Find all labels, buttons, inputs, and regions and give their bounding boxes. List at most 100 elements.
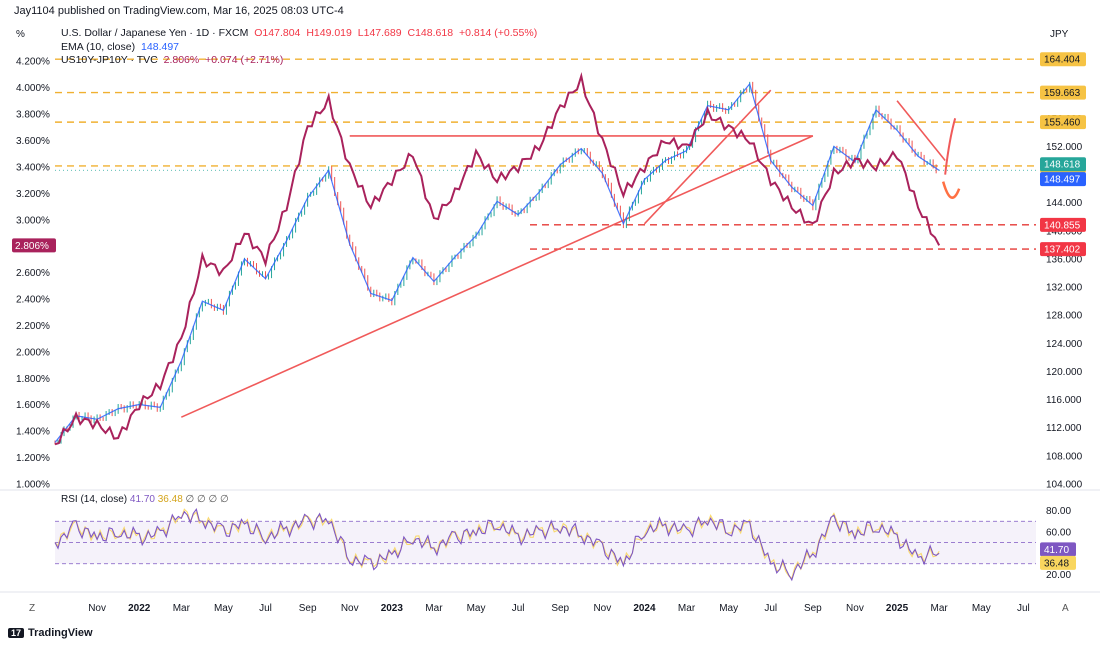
legend-low: L147.689	[357, 27, 402, 39]
percent-tick-label: 4.200%	[16, 57, 50, 68]
percent-tick-label: 2.200%	[16, 321, 50, 332]
percent-tick-label: 3.600%	[16, 136, 50, 147]
price-level-tag	[1040, 217, 1086, 232]
rsi-settings-icons[interactable]: ∅ ∅ ∅ ∅	[185, 494, 229, 505]
percent-tick-label: 1.000%	[16, 480, 50, 491]
right-price-axis[interactable]: 164.000160.000156.000152.000148.000144.0…	[1040, 52, 1086, 491]
publish-line: Jay1104 published on TradingView.com, Ma…	[14, 5, 344, 17]
price-level-tag	[1040, 52, 1086, 67]
right-axis-unit: JPY	[1050, 29, 1069, 40]
tradingview-brand: TradingView	[28, 627, 93, 639]
legend-close: C148.618	[407, 27, 454, 39]
legend-spread-value: 2.806%	[163, 54, 200, 66]
current-price-tag	[1040, 172, 1086, 187]
tradingview-logo: 17 TradingView	[8, 627, 93, 639]
time-tick-label: 2022	[128, 603, 151, 614]
percent-tick-label: 3.800%	[16, 110, 50, 121]
time-tick-label: Sep	[551, 603, 569, 614]
time-tick-label: Mar	[173, 603, 191, 614]
time-tick-label: Nov	[846, 603, 864, 614]
time-tick-label: 2024	[633, 603, 656, 614]
time-tick-label: Sep	[299, 603, 317, 614]
left-percent-axis[interactable]: 4.200% 4.000% 3.800% 3.600% 3.400% 3.200% 3.00…	[12, 57, 56, 491]
percent-tick-label: 2.400%	[16, 295, 50, 306]
time-tick-label: May	[719, 603, 738, 614]
time-tick-label: May	[972, 603, 991, 614]
time-tick-label: Nov	[88, 603, 106, 614]
percent-tick-label: 2.600%	[16, 268, 50, 279]
legend-main[interactable]: U.S. Dollar / Japanese Yen · 1D · FXCM O…	[61, 27, 540, 39]
time-tick-label: Nov	[341, 603, 359, 614]
time-tick-label: Mar	[425, 603, 443, 614]
legend-ema[interactable]: EMA (10, close) 148.497	[61, 41, 182, 53]
price-tick-label: 104.000	[1046, 480, 1083, 491]
price-tick-label: 120.000	[1046, 367, 1083, 378]
time-tick-label: Sep	[804, 603, 822, 614]
rsi-tick-label: 20.00	[1046, 570, 1071, 581]
spread-value-tag	[12, 238, 56, 253]
current-price-tag	[1040, 157, 1086, 172]
legend-change: +0.814 (+0.55%)	[458, 27, 538, 39]
price-tick-label: 152.000	[1046, 142, 1083, 153]
rsi-tick-label: 80.00	[1046, 506, 1071, 517]
up-arrow	[944, 118, 957, 175]
legend-spread-label[interactable]: US10Y-JP10Y · TVC	[61, 54, 158, 66]
price-level-tag-label: 140.855	[1044, 220, 1081, 231]
percent-tick-label: 1.200%	[16, 453, 50, 464]
ascending-trendline	[180, 135, 814, 418]
price-level-tag-label: 155.460	[1044, 118, 1081, 129]
price-tick-label: 144.000	[1046, 198, 1083, 209]
percent-tick-label: 1.400%	[16, 427, 50, 438]
auto-scale-toggle[interactable]: A	[1062, 603, 1069, 614]
current-price-tag-label: 148.497	[1044, 175, 1081, 186]
rsi-line	[54, 508, 940, 582]
percent-tick-label: 3.000%	[16, 215, 50, 226]
percent-tick-label: 1.600%	[16, 400, 50, 411]
descending-trendline	[896, 100, 946, 162]
legend-symbol-title[interactable]: U.S. Dollar / Japanese Yen · 1D · FXCM	[61, 27, 249, 39]
time-tick-label: Jul	[764, 603, 777, 614]
rsi-value: 41.70	[129, 494, 155, 505]
rsi-value-tag	[1040, 542, 1076, 557]
spread-line	[54, 72, 941, 446]
percent-tick-label: 4.000%	[16, 83, 50, 94]
spread-value-tag-label: 2.806%	[15, 241, 49, 252]
rsi-value-tag-label: 36.48	[1044, 558, 1069, 569]
price-tick-label: 108.000	[1046, 451, 1083, 462]
down-arrow	[941, 181, 961, 199]
price-level-tag-label: 159.663	[1044, 88, 1081, 99]
rsi-pane[interactable]: 80.00 60.00 20.00 41.70 36.48	[54, 506, 1076, 582]
price-tick-label: 116.000	[1046, 395, 1082, 406]
legend-ema-label[interactable]: EMA (10, close)	[61, 41, 136, 53]
time-tick-label: 2025	[886, 603, 909, 614]
rsi-label[interactable]: RSI (14, close)	[61, 494, 128, 505]
legend-open: O147.804	[254, 27, 301, 39]
time-tick-label: Jul	[512, 603, 525, 614]
price-level-tag-label: 164.404	[1044, 55, 1081, 66]
price-level-tag	[1040, 115, 1086, 130]
rsi-value-tag	[1040, 555, 1076, 570]
price-tick-label: 140.000	[1046, 226, 1083, 237]
time-tick-label: May	[467, 603, 486, 614]
rsi-ma-value: 36.48	[157, 494, 183, 505]
inner-trendline	[643, 89, 772, 225]
current-price-tag-label: 148.618	[1044, 160, 1081, 171]
time-tick-label: Jul	[259, 603, 272, 614]
left-axis-unit: %	[16, 29, 25, 40]
percent-tick-label: 3.400%	[16, 162, 50, 173]
legend-spread[interactable]: US10Y-JP10Y · TVC 2.806% +0.074 (+2.71%)	[61, 54, 286, 66]
spread-series	[54, 72, 941, 446]
ema-line	[54, 82, 940, 443]
time-tick-label: 2023	[381, 603, 404, 614]
percent-tick-label: 2.000%	[16, 347, 50, 358]
rsi-value-tag-label: 41.70	[1044, 545, 1069, 556]
time-tick-label: Jul	[1017, 603, 1030, 614]
tradingview-logo-mark: 17	[8, 628, 25, 638]
rsi-legend[interactable]: RSI (14, close) 41.70 36.48 ∅ ∅ ∅ ∅	[61, 494, 229, 505]
time-axis[interactable]: Nov 2022 Mar May Jul Sep Nov 2023 Mar May Jul Sep No…	[88, 603, 1030, 614]
rsi-tick-label: 60.00	[1046, 527, 1071, 538]
price-pane[interactable]	[0, 489, 1100, 593]
percent-tick-label: 1.800%	[16, 374, 50, 385]
timezone-toggle[interactable]: Z	[29, 603, 36, 614]
